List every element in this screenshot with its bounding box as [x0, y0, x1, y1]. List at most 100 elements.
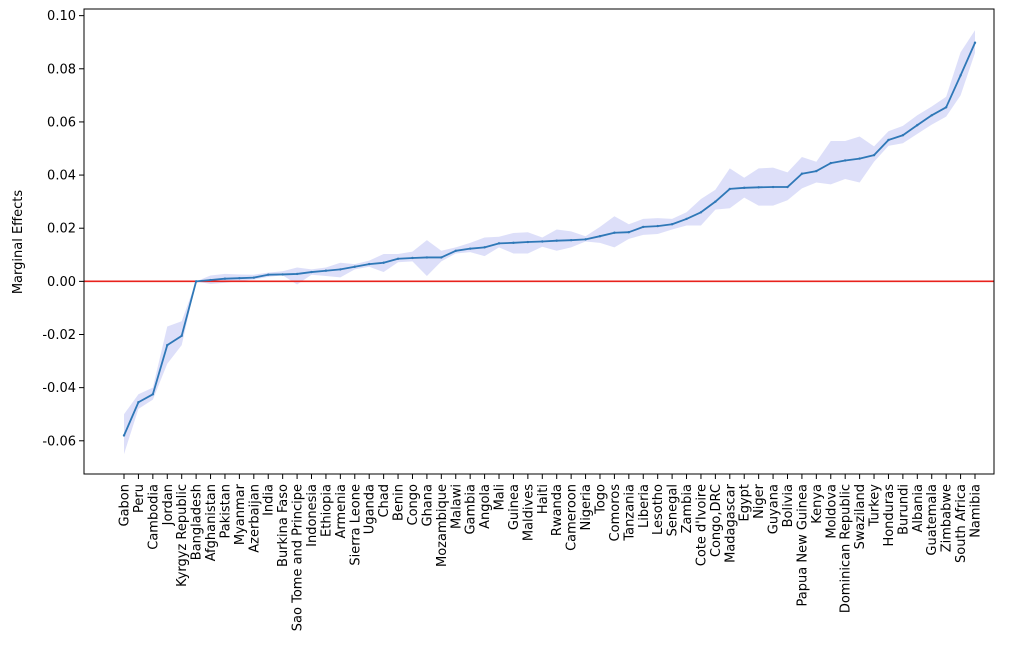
x-tick-label: Bangladesh [190, 484, 205, 560]
x-tick-label: Guatemala [925, 484, 940, 556]
data-point [209, 278, 212, 282]
data-point [223, 277, 227, 280]
data-point [872, 153, 876, 157]
data-point [584, 238, 587, 241]
data-point [512, 241, 515, 245]
confidence-band-layer [124, 30, 975, 455]
x-tick-label: South Africa [954, 484, 969, 563]
y-axis-label: Marginal Effects [11, 190, 26, 295]
data-point [901, 134, 905, 137]
x-tick-label: India [262, 484, 277, 516]
x-tick-label: Maldives [521, 484, 536, 541]
x-tick-label: Myanmar [233, 483, 248, 545]
x-tick-label: Zimbabwe [940, 484, 955, 552]
x-tick-label: Cameroon [565, 484, 580, 551]
data-point [843, 159, 847, 162]
x-tick-label: Senegal [666, 484, 681, 536]
x-tick-label: Swaziland [853, 484, 868, 549]
y-tick-label: 0.10 [47, 9, 76, 24]
data-point [771, 185, 775, 189]
x-tick-label: Haiti [536, 484, 551, 514]
data-point [440, 256, 443, 259]
x-tick-label: Chad [377, 484, 392, 518]
y-tick-label: -0.06 [42, 434, 76, 449]
x-tick-label: Jordan [161, 484, 176, 526]
x-tick-label: Gabon [118, 484, 133, 527]
data-point [396, 257, 400, 260]
x-tick-label: Mozambique [435, 484, 450, 567]
data-point [180, 334, 183, 338]
data-point [339, 268, 342, 271]
data-point [699, 211, 703, 214]
data-point [137, 401, 140, 404]
data-point [613, 231, 616, 234]
data-point [555, 239, 558, 242]
data-point [526, 240, 530, 244]
data-point [151, 393, 155, 396]
data-point [627, 231, 631, 234]
data-point [324, 269, 328, 272]
data-point [295, 272, 299, 276]
x-tick-label: Lesotho [651, 484, 666, 535]
x-tick-label: Zambia [680, 484, 695, 533]
series-line-layer [122, 41, 977, 437]
x-tick-label: Nigeria [579, 484, 594, 531]
data-point [858, 157, 861, 160]
x-tick-label: Dominican Republic [839, 484, 854, 613]
y-tick-label: -0.04 [42, 381, 76, 396]
data-point [743, 186, 746, 190]
data-point [166, 343, 169, 347]
x-tick-label: Afghanistan [204, 484, 219, 561]
y-tick-label: 0.02 [47, 222, 76, 237]
data-point [483, 246, 486, 249]
x-tick-label: Ethiopia [319, 484, 334, 537]
x-tick-label: Azerbaijan [247, 484, 262, 553]
data-point [916, 123, 919, 127]
x-tick-label: Sierra Leone [348, 484, 363, 566]
data-point [194, 280, 198, 283]
x-tick-label: Mali [493, 484, 508, 510]
data-point [714, 200, 717, 203]
x-tick-label: Moldova [824, 484, 839, 539]
data-point [267, 273, 270, 276]
x-tick-label: Uganda [363, 484, 378, 534]
x-tick-label: Pakistan [218, 484, 233, 538]
data-point [829, 161, 832, 165]
x-tick-label: Sao Tome and Principe [291, 484, 306, 631]
x-ticks-layer: Gabon Peru Cambodia Jordan Kyrgyz Republic Ba… [118, 474, 984, 631]
x-tick-label: Albania [911, 484, 926, 533]
x-tick-label: Kyrgyz Republic [175, 484, 190, 587]
x-tick-label: Burundi [896, 484, 911, 535]
x-tick-label: Madagascar [723, 483, 738, 563]
data-point [887, 138, 890, 142]
y-tick-label: -0.02 [42, 328, 76, 343]
data-point [685, 217, 688, 221]
x-tick-label: Peru [132, 484, 147, 513]
x-tick-label: Papua New Guinea [795, 484, 810, 606]
data-point [973, 41, 977, 44]
x-tick-label: Angola [478, 484, 493, 529]
series-line [123, 42, 976, 436]
data-point [425, 256, 429, 259]
x-tick-label: Guyana [767, 484, 782, 534]
x-tick-label: Armenia [334, 484, 349, 538]
data-point [382, 261, 385, 264]
data-point [569, 238, 573, 242]
data-point [454, 249, 457, 252]
x-tick-label: Turkey [868, 484, 883, 528]
x-tick-label: Congo [406, 484, 421, 526]
data-point [815, 169, 818, 173]
y-ticks-layer: 0.10 0.08 0.06 0.04 0.02 0.00 -0.02 -0.04 -0.06 [42, 9, 84, 449]
confidence-band [124, 30, 975, 455]
data-point [944, 106, 948, 109]
data-point [411, 256, 414, 260]
data-point [728, 187, 731, 191]
x-tick-label: Kenya [810, 484, 825, 524]
y-tick-label: 0.06 [47, 115, 76, 130]
x-tick-label: Guinea [507, 484, 522, 530]
data-point [541, 240, 544, 243]
x-tick-label: Benin [392, 484, 407, 521]
x-tick-label: Egypt [738, 484, 753, 522]
x-tick-label: Tanzania [622, 484, 637, 542]
